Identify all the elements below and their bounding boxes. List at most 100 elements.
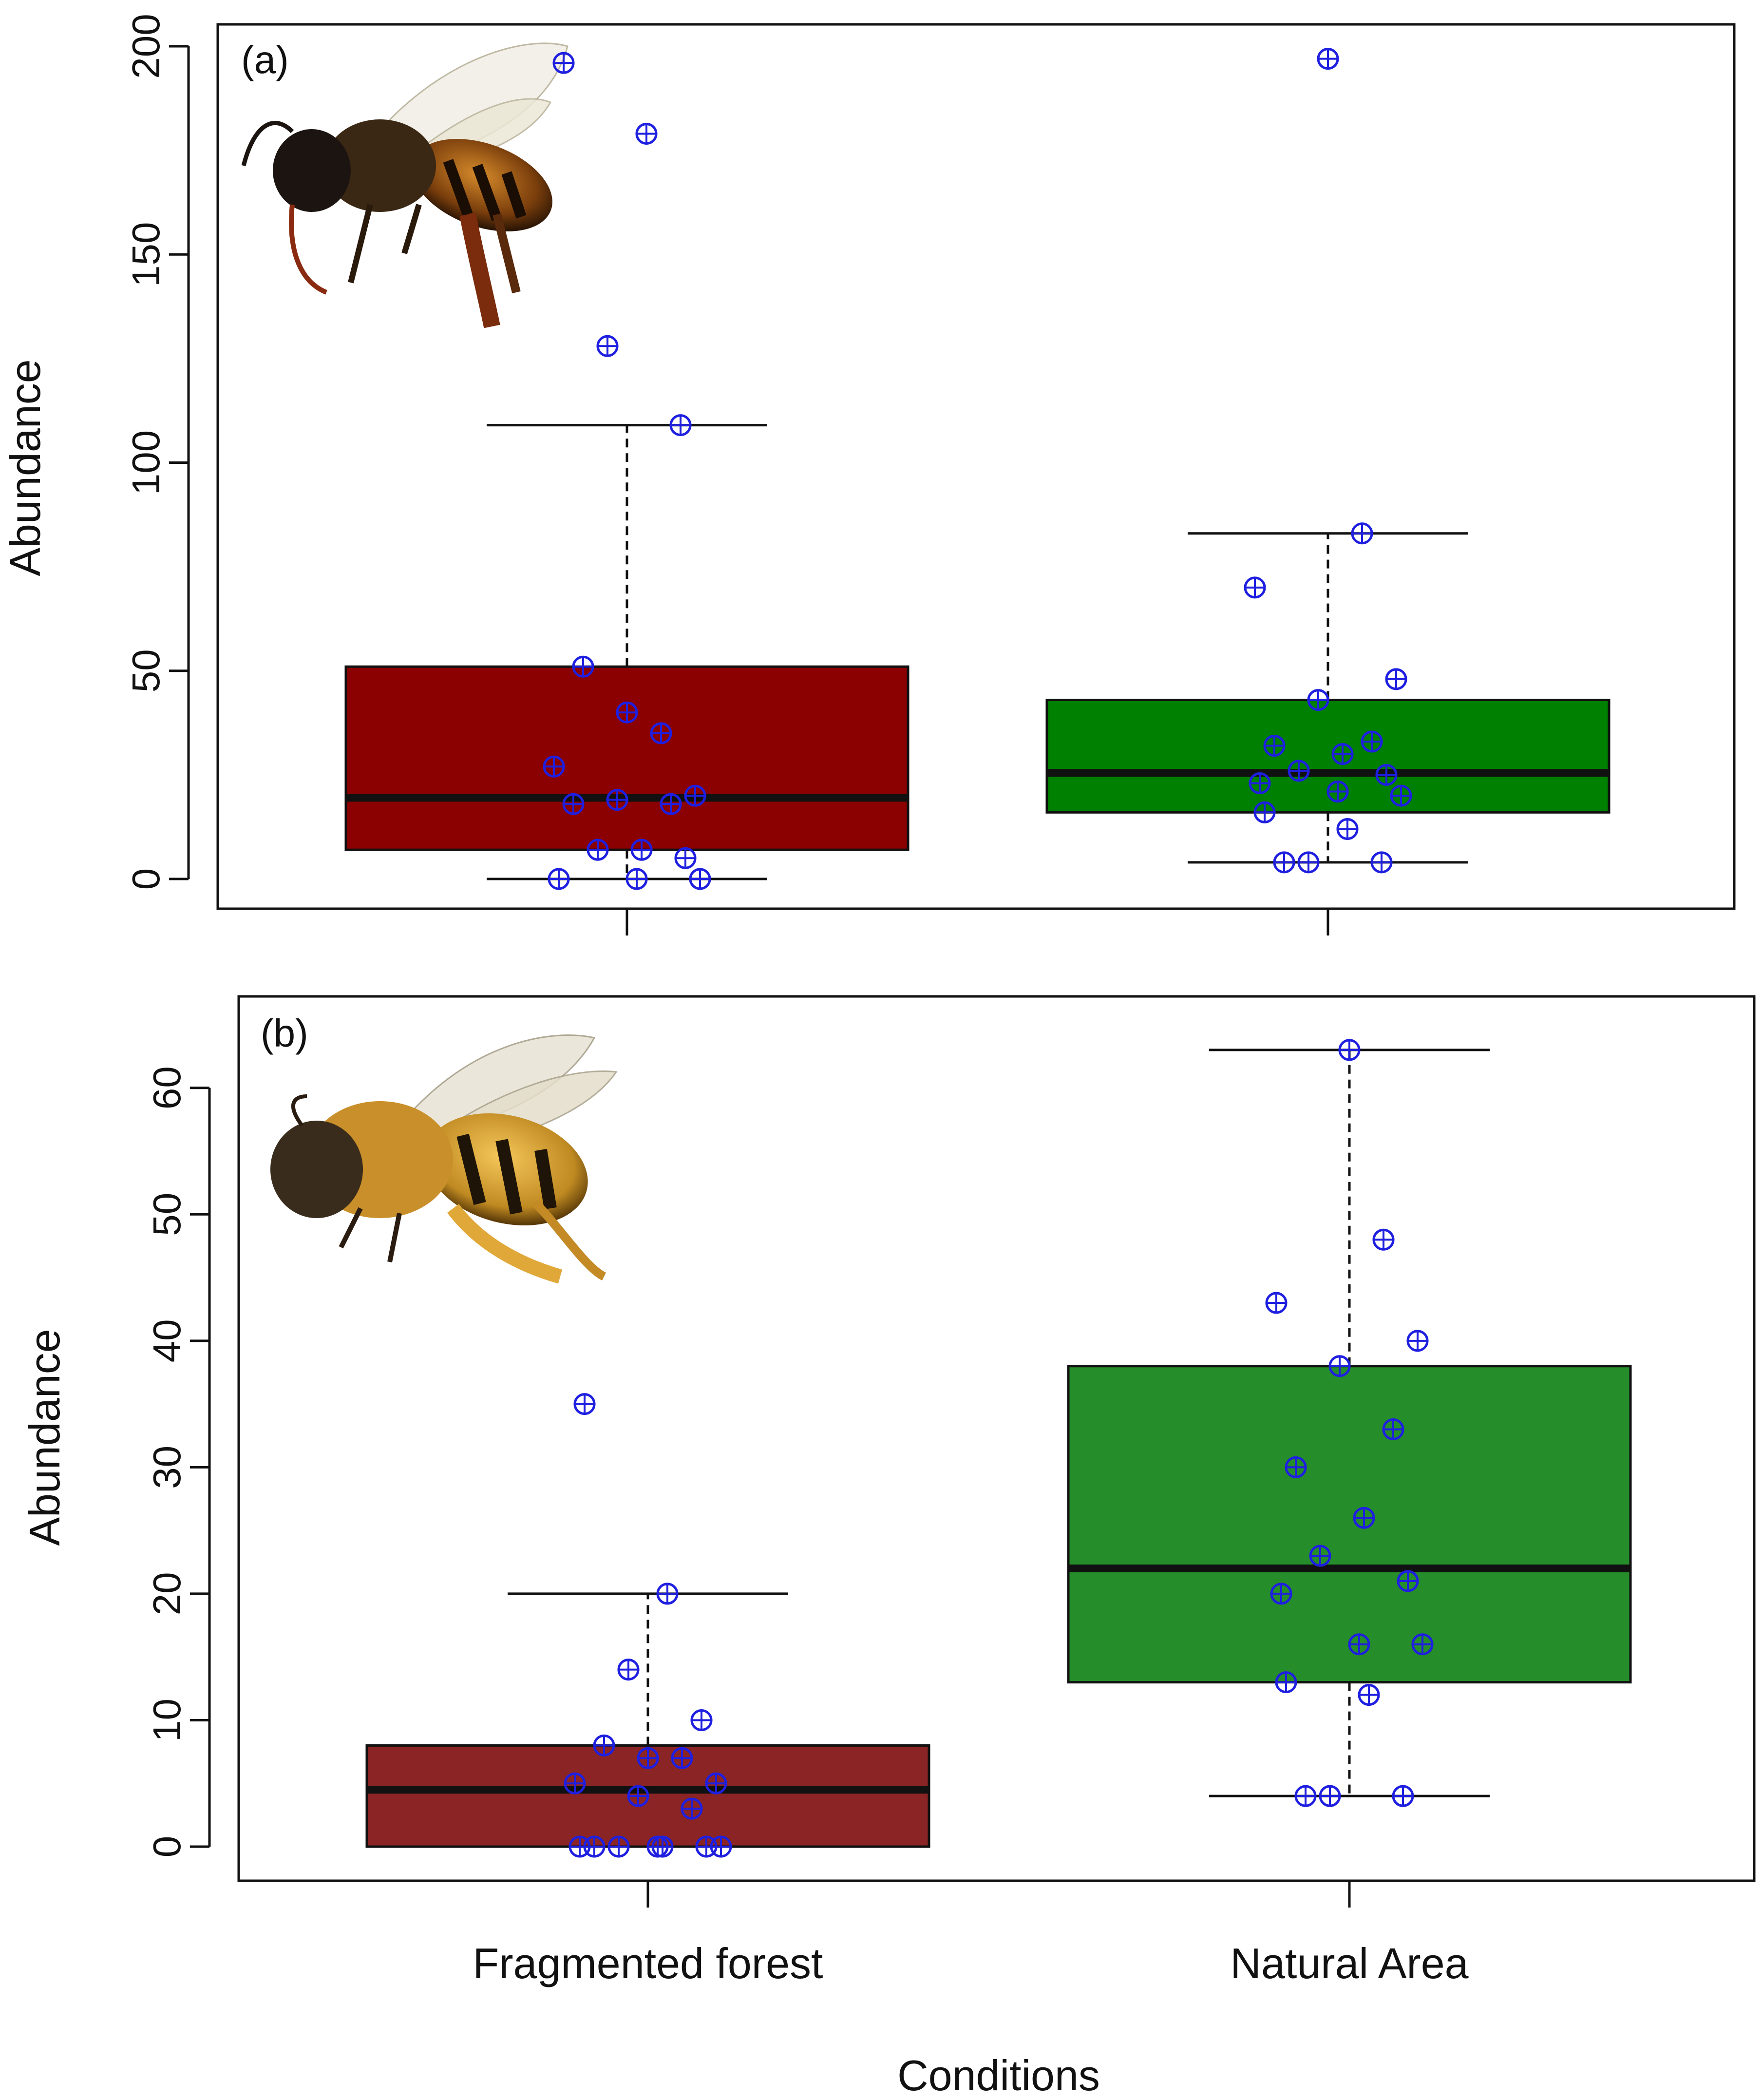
x-axis-title: Conditions — [897, 2051, 1100, 2100]
data-point — [572, 655, 594, 678]
data-point — [660, 793, 682, 815]
y-axis-title: Abundance — [20, 1329, 69, 1546]
data-point — [1331, 743, 1354, 765]
data-point — [593, 1734, 615, 1756]
data-point — [671, 1747, 693, 1769]
panel-a: (a) Abundance 0 50 100 150 200 — [1, 14, 1736, 935]
data-point — [564, 1772, 586, 1795]
data-point — [1309, 1545, 1331, 1567]
y-tick-label: 150 — [124, 222, 168, 287]
panel-label: (a) — [241, 38, 289, 81]
data-point — [552, 52, 575, 74]
data-point — [1406, 1330, 1429, 1352]
data-point — [627, 1785, 649, 1807]
data-point — [1253, 801, 1276, 823]
data-point — [1338, 1039, 1361, 1061]
y-tick-label: 10 — [145, 1699, 189, 1742]
data-point — [1307, 689, 1329, 711]
y-tick-label: 0 — [145, 1836, 189, 1858]
data-point — [630, 839, 653, 861]
data-point — [684, 784, 706, 807]
data-point — [1397, 1570, 1419, 1592]
data-point — [1288, 760, 1310, 782]
data-point — [1270, 1583, 1292, 1605]
data-point — [637, 1747, 659, 1769]
data-point — [635, 122, 658, 145]
data-point — [562, 793, 585, 815]
data-point — [1351, 522, 1373, 545]
y-axis-title: Abundance — [1, 359, 49, 576]
data-point — [543, 755, 565, 778]
data-point — [1297, 851, 1320, 874]
data-point — [616, 701, 638, 724]
data-point — [690, 1709, 713, 1731]
data-point — [573, 1393, 596, 1415]
data-point — [596, 335, 619, 357]
y-tick-label: 30 — [145, 1446, 189, 1489]
data-point — [656, 1583, 679, 1605]
data-point — [1390, 784, 1412, 807]
data-point — [1319, 1785, 1341, 1807]
x-tick-label-fragmented-forest: Fragmented forest — [473, 1939, 823, 1987]
y-tick-label: 50 — [124, 649, 168, 692]
y-tick-label: 50 — [145, 1193, 189, 1236]
data-point — [1392, 1785, 1414, 1807]
data-point — [606, 789, 628, 811]
data-point — [625, 868, 648, 890]
panel-label: (b) — [261, 1012, 308, 1055]
data-point — [1361, 730, 1383, 753]
data-point — [1353, 1507, 1375, 1529]
data-point — [1411, 1633, 1434, 1656]
data-point — [1326, 781, 1349, 803]
data-point — [1317, 48, 1339, 70]
data-point — [1275, 1671, 1297, 1694]
data-point — [669, 414, 692, 437]
data-point — [1265, 1292, 1288, 1314]
data-point — [1263, 735, 1286, 757]
data-point — [1370, 851, 1393, 874]
data-point — [1294, 1785, 1317, 1807]
data-point — [674, 847, 697, 869]
y-tick-label: 0 — [124, 868, 168, 890]
data-point — [568, 1835, 591, 1858]
data-point — [710, 1835, 732, 1858]
y-tick-label: 20 — [145, 1572, 189, 1615]
data-point — [1285, 1456, 1307, 1478]
box — [344, 665, 909, 851]
axes-a: 0 50 100 150 200 — [124, 14, 1329, 935]
data-point — [1348, 1633, 1370, 1656]
data-point — [1382, 1418, 1404, 1441]
x-tick-label-natural-area: Natural Area — [1230, 1939, 1468, 1987]
panel-b: (b) Abundance 0 10 20 30 40 50 60 Fragmented f… — [20, 995, 1756, 2100]
data-point — [1244, 576, 1266, 599]
y-tick-label: 200 — [124, 14, 168, 78]
data-point — [607, 1835, 630, 1858]
y-tick-label: 60 — [145, 1066, 189, 1109]
plot-b — [365, 1039, 1632, 1858]
data-point — [587, 839, 609, 861]
data-point — [650, 722, 672, 745]
data-point — [1372, 1228, 1395, 1251]
axes-b: 0 10 20 30 40 50 60 — [145, 1066, 1351, 1908]
data-point — [705, 1772, 727, 1795]
honey-bee-photo — [241, 42, 568, 328]
data-point — [1336, 818, 1359, 840]
data-point — [689, 868, 711, 890]
data-point — [1328, 1355, 1351, 1377]
y-tick-label: 100 — [124, 430, 168, 495]
data-point — [1273, 851, 1295, 874]
data-point — [1249, 772, 1271, 794]
data-point — [1375, 764, 1398, 786]
plot-a — [344, 48, 1610, 890]
data-point — [548, 868, 570, 890]
data-point — [1358, 1684, 1380, 1706]
y-tick-label: 40 — [145, 1319, 189, 1362]
box — [1045, 699, 1610, 814]
bumble-bee-photo — [270, 1034, 618, 1284]
data-point — [617, 1659, 640, 1681]
data-point — [681, 1797, 703, 1820]
box — [1067, 1365, 1632, 1684]
data-point — [646, 1835, 669, 1858]
data-point — [1385, 668, 1407, 690]
